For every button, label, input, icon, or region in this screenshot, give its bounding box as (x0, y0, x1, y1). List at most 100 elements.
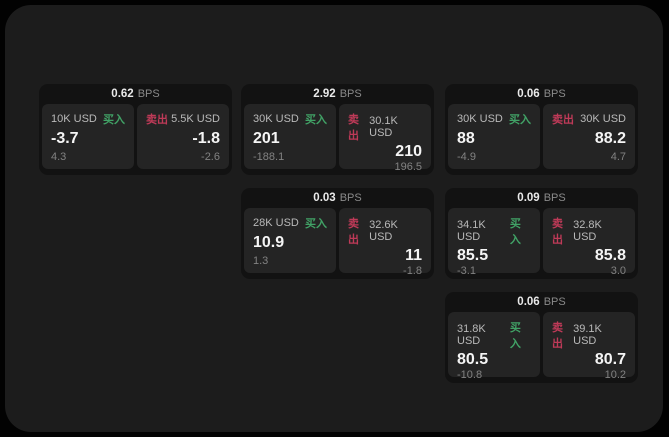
buy-side-label: 买入 (509, 114, 531, 126)
buy-pane[interactable]: 30K USD 买入 201 -188.1 (244, 104, 336, 169)
bps-unit: BPS (137, 88, 160, 100)
buy-side-label: 买入 (305, 114, 327, 126)
buy-pane[interactable]: 30K USD 买入 88 -4.9 (448, 104, 540, 169)
spread-body: 10K USD 买入 -3.7 4.3 卖出 5.5K USD -1.8 -2.… (39, 104, 232, 172)
sell-price: 80.7 (594, 351, 626, 368)
bps-unit: BPS (543, 192, 566, 204)
buy-amount: 30K USD (253, 113, 299, 125)
sell-amount: 30.1K USD (369, 115, 398, 139)
sell-price: 88.2 (594, 130, 626, 147)
buy-amount: 31.8K USD (457, 323, 486, 347)
app-canvas: 0.62 BPS 10K USD 买入 -3.7 4.3 卖出 5.5K USD… (5, 5, 663, 432)
bps-unit: BPS (543, 296, 566, 308)
buy-pane-top: 31.8K USD 买入 (457, 319, 531, 351)
sell-amount: 32.8K USD (573, 219, 602, 243)
buy-price: 85.5 (457, 247, 489, 264)
sell-pane[interactable]: 卖出 32.8K USD 85.8 3.0 (543, 208, 635, 277)
spread-body: 30K USD 买入 88 -4.9 卖出 30K USD 88.2 4.7 (445, 104, 638, 172)
buy-delta: -4.9 (457, 151, 476, 163)
buy-side-label: 买入 (103, 114, 125, 126)
bps-unit: BPS (543, 88, 566, 100)
buy-amount: 28K USD (253, 217, 299, 229)
bps-value: 0.03 (313, 192, 336, 204)
sell-pane[interactable]: 卖出 30K USD 88.2 4.7 (543, 104, 635, 169)
buy-pane[interactable]: 34.1K USD 买入 85.5 -3.1 (448, 208, 540, 277)
sell-price: 85.8 (594, 247, 626, 264)
spread-header: 0.06 BPS (445, 84, 638, 104)
bps-unit: BPS (339, 88, 362, 100)
sell-delta: -1.8 (403, 265, 422, 277)
buy-side-label: 买入 (509, 218, 521, 246)
sell-side-label: 卖出 (348, 114, 359, 142)
sell-pane-top: 卖出 32.8K USD (552, 215, 626, 247)
spread-header: 0.06 BPS (445, 292, 638, 312)
buy-price: 201 (253, 130, 280, 147)
buy-delta: -10.8 (457, 369, 483, 381)
buy-pane-top: 28K USD 买入 (253, 215, 327, 231)
buy-pane-top: 30K USD 买入 (253, 111, 327, 127)
sell-side-label: 卖出 (146, 114, 168, 126)
sell-pane[interactable]: 卖出 5.5K USD -1.8 -2.6 (137, 104, 229, 169)
sell-pane-top: 卖出 30.1K USD (348, 111, 422, 143)
buy-price: 80.5 (457, 351, 489, 368)
spread-body: 30K USD 买入 201 -188.1 卖出 30.1K USD 210 1… (241, 104, 434, 173)
spread-card: 2.92 BPS 30K USD 买入 201 -188.1 卖出 30.1K … (241, 84, 434, 175)
sell-side-label: 卖出 (552, 114, 574, 126)
sell-amount: 30K USD (580, 113, 626, 125)
sell-side-label: 卖出 (552, 322, 563, 350)
sell-price: 11 (405, 247, 422, 264)
spread-header: 0.62 BPS (39, 84, 232, 104)
bps-value: 0.62 (111, 88, 134, 100)
spread-body: 31.8K USD 买入 80.5 -10.8 卖出 39.1K USD 80.… (445, 312, 638, 381)
sell-price: -1.8 (192, 130, 220, 147)
spread-header: 2.92 BPS (241, 84, 434, 104)
sell-delta: 4.7 (610, 151, 626, 163)
buy-pane-top: 34.1K USD 买入 (457, 215, 531, 247)
sell-pane[interactable]: 卖出 30.1K USD 210 196.5 (339, 104, 431, 173)
bps-unit: BPS (339, 192, 362, 204)
buy-pane[interactable]: 10K USD 买入 -3.7 4.3 (42, 104, 134, 169)
sell-side-label: 卖出 (348, 218, 359, 246)
sell-amount: 39.1K USD (573, 323, 602, 347)
bps-value: 0.06 (517, 296, 540, 308)
spread-header: 0.09 BPS (445, 188, 638, 208)
buy-pane-top: 10K USD 买入 (51, 111, 125, 127)
spread-header: 0.03 BPS (241, 188, 434, 208)
bps-value: 0.09 (517, 192, 540, 204)
buy-price: 10.9 (253, 234, 285, 251)
buy-side-label: 买入 (305, 218, 327, 230)
buy-delta: -188.1 (253, 151, 285, 163)
bps-value: 0.06 (517, 88, 540, 100)
buy-side-label: 买入 (509, 322, 521, 350)
sell-delta: 196.5 (394, 161, 422, 173)
spread-card: 0.03 BPS 28K USD 买入 10.9 1.3 卖出 32.6K US… (241, 188, 434, 279)
buy-price: 88 (457, 130, 475, 147)
sell-pane-top: 卖出 32.6K USD (348, 215, 422, 247)
sell-delta: -2.6 (201, 151, 220, 163)
buy-pane[interactable]: 31.8K USD 买入 80.5 -10.8 (448, 312, 540, 381)
sell-delta: 3.0 (610, 265, 626, 277)
bps-value: 2.92 (313, 88, 336, 100)
sell-delta: 10.2 (604, 369, 626, 381)
buy-delta: -3.1 (457, 265, 476, 277)
spread-body: 34.1K USD 买入 85.5 -3.1 卖出 32.8K USD 85.8… (445, 208, 638, 277)
buy-price: -3.7 (51, 130, 79, 147)
spread-card: 0.06 BPS 30K USD 买入 88 -4.9 卖出 30K USD 8… (445, 84, 638, 175)
buy-amount: 30K USD (457, 113, 503, 125)
sell-amount: 32.6K USD (369, 219, 398, 243)
buy-amount: 34.1K USD (457, 219, 486, 243)
sell-pane-top: 卖出 30K USD (552, 111, 626, 127)
buy-delta: 4.3 (51, 151, 67, 163)
spread-card: 0.62 BPS 10K USD 买入 -3.7 4.3 卖出 5.5K USD… (39, 84, 232, 175)
sell-amount: 5.5K USD (171, 113, 220, 125)
sell-pane-top: 卖出 5.5K USD (146, 111, 220, 127)
sell-pane[interactable]: 卖出 39.1K USD 80.7 10.2 (543, 312, 635, 381)
buy-pane-top: 30K USD 买入 (457, 111, 531, 127)
spread-card: 0.06 BPS 31.8K USD 买入 80.5 -10.8 卖出 39.1… (445, 292, 638, 383)
spread-body: 28K USD 买入 10.9 1.3 卖出 32.6K USD 11 -1.8 (241, 208, 434, 277)
buy-pane[interactable]: 28K USD 买入 10.9 1.3 (244, 208, 336, 273)
sell-price: 210 (395, 143, 422, 160)
sell-pane[interactable]: 卖出 32.6K USD 11 -1.8 (339, 208, 431, 277)
sell-side-label: 卖出 (552, 218, 563, 246)
sell-pane-top: 卖出 39.1K USD (552, 319, 626, 351)
